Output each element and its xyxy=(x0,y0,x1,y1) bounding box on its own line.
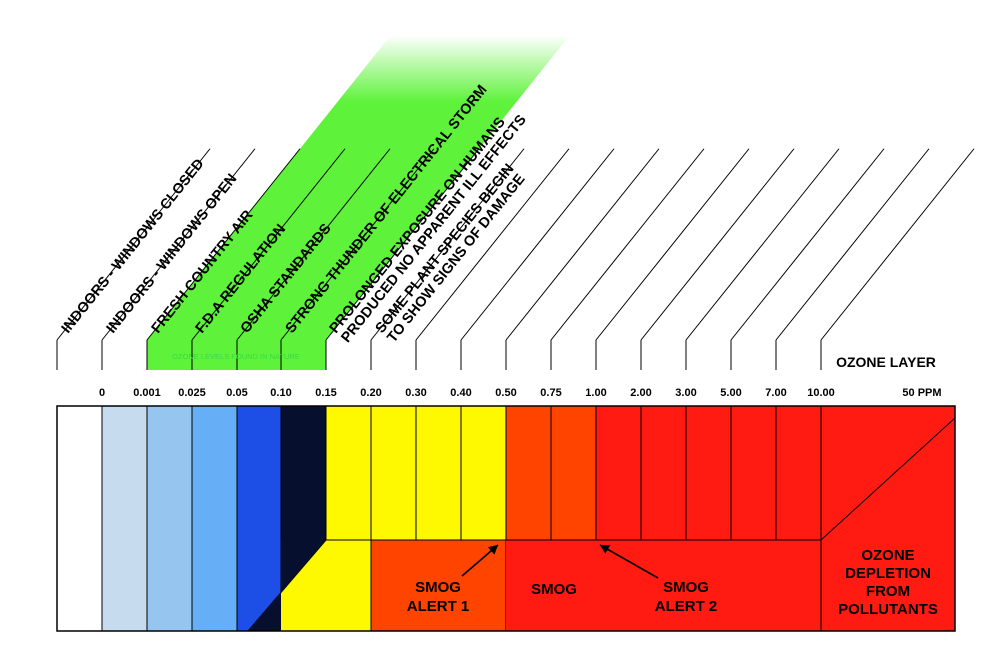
concentration-band xyxy=(505,405,552,541)
diagonal-guide-line xyxy=(236,148,391,341)
arrow-head xyxy=(487,545,498,555)
diagonal-guide-line xyxy=(640,148,795,341)
diagonal-guide-line xyxy=(460,148,615,341)
bar-outline xyxy=(56,405,956,632)
concentration-band xyxy=(730,405,777,541)
concentration-band xyxy=(370,405,417,541)
concentration-band xyxy=(191,405,238,632)
ozone-depletion-label: FROM xyxy=(866,583,910,600)
scale-label: 1.00 xyxy=(585,387,606,399)
concentration-band xyxy=(325,405,372,541)
smog-alert-2-label: ALERT 2 xyxy=(655,598,718,615)
diagonal-guide-line xyxy=(280,148,435,341)
diagonal-guide-line xyxy=(415,148,570,341)
diagonal-guide-line xyxy=(595,148,750,341)
diagonal-guide-line xyxy=(101,148,256,341)
smog-alert-1-label: ALERT 1 xyxy=(407,598,470,615)
smog-alert-1-region xyxy=(370,539,507,632)
ozone-depletion-label: OZONE xyxy=(861,547,914,564)
smog-label: SMOG xyxy=(531,581,577,598)
concentration-band xyxy=(415,405,462,541)
scale-label: 0 xyxy=(99,387,105,399)
diagonal-guide-line xyxy=(56,148,211,341)
scale-label: 0.50 xyxy=(495,387,516,399)
concentration-band xyxy=(685,405,732,541)
smog-red-region xyxy=(506,540,821,631)
arrow-head xyxy=(600,545,611,554)
scale-label: 0.30 xyxy=(405,387,426,399)
scale-label: 50 PPM xyxy=(902,387,941,399)
diagonal-guide-line xyxy=(685,148,840,341)
concentration-band xyxy=(775,405,822,541)
diagonal-guide-line xyxy=(550,148,705,341)
scale-label: 0.40 xyxy=(450,387,471,399)
navy-lower-region xyxy=(248,540,326,631)
scale-label: 0.001 xyxy=(133,387,161,399)
smog-alert-1-label: SMOG xyxy=(415,579,461,596)
concentration-band xyxy=(640,405,687,541)
smog-alert-2-arrow xyxy=(599,544,659,579)
scale-label: 2.00 xyxy=(630,387,651,399)
smog-alert-2-label: SMOG xyxy=(663,579,709,596)
concentration-band xyxy=(56,405,103,632)
scale-label: 0.20 xyxy=(360,387,381,399)
scale-label: 0.05 xyxy=(226,387,247,399)
scale-label: 0.10 xyxy=(270,387,291,399)
concentration-band xyxy=(146,405,193,632)
smog-alert-1-arrow xyxy=(461,544,499,577)
concentration-band xyxy=(595,405,642,541)
concentration-band xyxy=(550,405,597,541)
concentration-band xyxy=(236,405,282,632)
diagonal-guide-line xyxy=(730,148,885,341)
diagonal-guide-line xyxy=(191,148,346,341)
ozone-depletion-label: DEPLETION xyxy=(845,565,931,582)
diagonal-guide-line xyxy=(370,148,525,341)
scale-label: 0.025 xyxy=(178,387,206,399)
nature-band-label: OZONE LEVELS FOUND IN NATURE xyxy=(172,352,300,361)
scale-label: 3.00 xyxy=(675,387,696,399)
concentration-band xyxy=(460,405,507,541)
scale-label: 5.00 xyxy=(720,387,741,399)
ozone-layer-label: OZONE LAYER xyxy=(836,354,936,370)
arrow-shaft xyxy=(599,544,659,579)
diagonal-guide-line xyxy=(775,148,930,341)
ozone-depletion-label: POLLUTANTS xyxy=(838,601,938,618)
diagonal-guide-line xyxy=(820,148,975,341)
scale-label: 0.15 xyxy=(315,387,336,399)
scale-label: 10.00 xyxy=(807,387,835,399)
diagonal-guide-line xyxy=(325,148,480,341)
diagonal-guide-line xyxy=(505,148,660,341)
depletion-diagonal-line xyxy=(820,417,956,541)
scale-label: 0.75 xyxy=(540,387,561,399)
diagonal-guide-line xyxy=(146,148,301,341)
concentration-band xyxy=(101,405,148,632)
scale-label: 7.00 xyxy=(765,387,786,399)
